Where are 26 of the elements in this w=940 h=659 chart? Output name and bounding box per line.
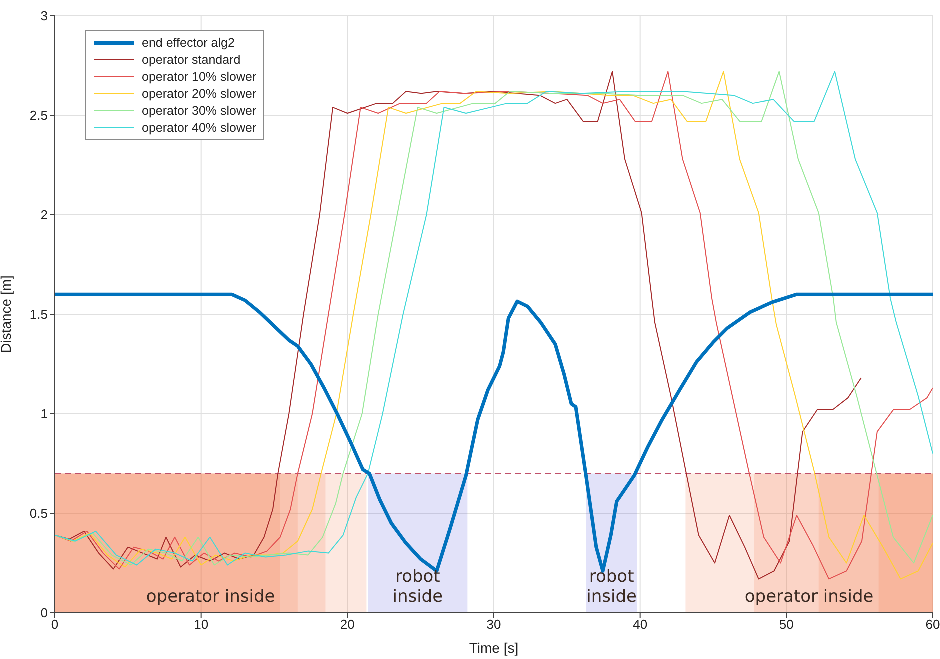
legend-label: end effector alg2 — [142, 36, 235, 50]
legend-label: operator 40% slower — [142, 120, 257, 134]
annotation: operator inside — [744, 586, 874, 607]
legend-label: operator standard — [142, 52, 241, 66]
x-tick-label: 0 — [51, 617, 59, 632]
y-axis-title: Distance [m] — [0, 276, 14, 354]
y-tick-label: 2 — [40, 208, 48, 223]
y-tick-label: 1.5 — [30, 307, 48, 322]
legend-label: operator 10% slower — [142, 70, 257, 84]
annotation: robot inside — [392, 566, 444, 607]
x-tick-label: 30 — [486, 617, 502, 632]
y-tick-label: 3 — [40, 8, 48, 24]
x-tick-label: 20 — [340, 617, 355, 632]
legend-label: operator 30% slower — [142, 104, 257, 118]
x-tick-label: 10 — [194, 617, 209, 632]
legend-label: operator 20% slower — [142, 86, 257, 100]
x-tick-label: 60 — [926, 617, 940, 632]
y-tick-label: 1 — [40, 406, 48, 422]
annotation: robot inside — [586, 566, 637, 607]
y-tick-label: 0 — [40, 606, 48, 621]
x-tick-label: 50 — [779, 617, 794, 632]
y-tick-label: 0.5 — [30, 506, 48, 522]
annotation: operator inside — [146, 586, 276, 607]
x-tick-label: 40 — [633, 617, 648, 632]
y-tick-label: 2.5 — [30, 108, 48, 124]
x-axis-title: Time [s] — [469, 640, 519, 656]
